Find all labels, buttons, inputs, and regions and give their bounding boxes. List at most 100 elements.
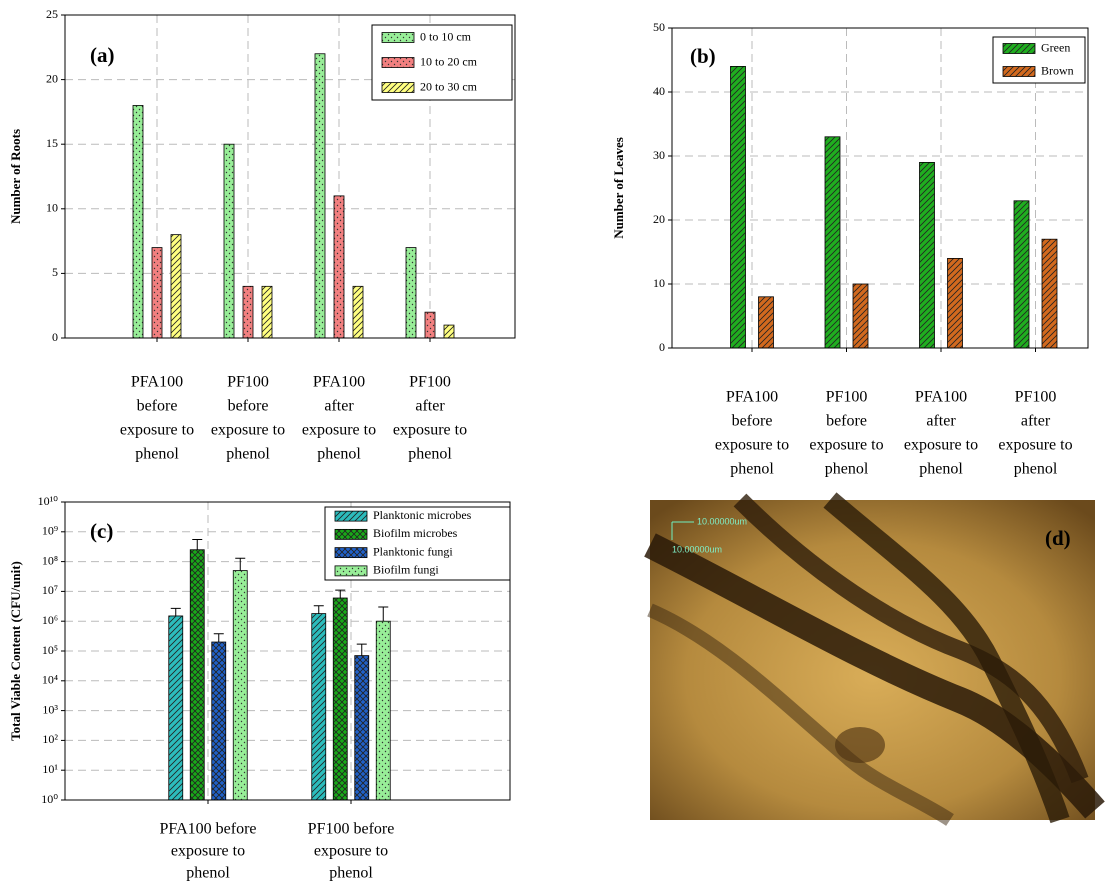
x-tick-label: PFA100 (915, 389, 967, 406)
scale-label: 10.00000um (697, 516, 747, 526)
panel-label: (c) (90, 519, 113, 543)
panel-label: (d) (1045, 526, 1071, 550)
legend-swatch (1003, 67, 1035, 77)
bar (853, 284, 868, 348)
x-tick-label: PFA100 (131, 374, 183, 391)
bar (243, 286, 253, 338)
x-tick-label: phenol (329, 865, 373, 882)
bar (152, 248, 162, 338)
legend-label: Brown (1041, 63, 1074, 77)
legend-label: Planktonic microbes (373, 508, 472, 522)
y-tick-label: 10 (46, 201, 58, 215)
x-tick-label: after (926, 413, 956, 430)
bar (406, 248, 416, 338)
x-tick-label: PF100 (826, 389, 868, 406)
bar (233, 571, 247, 800)
x-tick-label: exposure to (120, 422, 194, 439)
bar (190, 550, 204, 800)
bar (355, 656, 369, 800)
panel-label: (a) (90, 43, 115, 67)
error-bar (214, 634, 224, 642)
error-bar (314, 606, 324, 614)
x-tick-label: phenol (730, 461, 774, 478)
legend-swatch (1003, 44, 1035, 54)
bar (133, 105, 143, 338)
x-tick-label: PF100 before (308, 821, 395, 838)
bar (333, 598, 347, 800)
y-tick-label: 10³ (42, 702, 58, 716)
bar (312, 614, 326, 800)
y-tick-label: 10¹ (42, 762, 58, 776)
bar (425, 312, 435, 338)
x-tick-label: exposure to (171, 843, 245, 860)
y-tick-label: 15 (46, 136, 58, 150)
scale-label: 10.00000um (672, 544, 722, 554)
x-tick-label: phenol (919, 461, 963, 478)
legend-label: Biofilm microbes (373, 526, 458, 540)
y-tick-label: 10⁰ (41, 792, 58, 806)
y-tick-label: 5 (52, 265, 58, 279)
x-tick-label: before (732, 413, 773, 430)
legend-swatch (335, 511, 367, 521)
x-tick-label: phenol (186, 865, 230, 882)
y-axis-label: Number of Leaves (611, 137, 626, 239)
y-tick-label: 10² (42, 732, 58, 746)
x-tick-label: phenol (226, 446, 270, 463)
y-tick-label: 40 (653, 84, 665, 98)
error-bar (378, 607, 388, 621)
y-tick-label: 20 (653, 212, 665, 226)
y-tick-label: 20 (46, 71, 58, 85)
x-tick-label: phenol (1014, 461, 1058, 478)
x-tick-label: PFA100 (313, 374, 365, 391)
y-tick-label: 25 (46, 7, 58, 21)
x-tick-label: PFA100 (726, 389, 778, 406)
legend-swatch (335, 548, 367, 558)
x-tick-label: exposure to (998, 437, 1072, 454)
x-tick-label: phenol (317, 446, 361, 463)
x-tick-label: exposure to (715, 437, 789, 454)
y-tick-label: 10⁶ (42, 613, 58, 627)
debris (835, 727, 885, 763)
x-tick-label: phenol (825, 461, 869, 478)
bar (171, 235, 181, 338)
error-bar (171, 608, 181, 616)
bar (315, 54, 325, 338)
bar (169, 616, 183, 800)
figure: 10.00000um 10.00000um (d) 0 5 10 15 20 25 PFA1… (0, 0, 1105, 885)
y-axis-label: Total Viable Content (CFU/unit) (8, 561, 23, 741)
legend-label: 10 to 20 cm (420, 54, 478, 68)
legend-label: 20 to 30 cm (420, 79, 478, 93)
x-tick-label: before (137, 398, 178, 415)
y-tick-label: 10¹⁰ (38, 494, 59, 508)
x-tick-label: exposure to (809, 437, 883, 454)
y-tick-label: 10⁵ (42, 643, 58, 657)
bar (262, 286, 272, 338)
bar (353, 286, 363, 338)
legend-swatch (382, 83, 414, 93)
y-axis-label: Number of Roots (8, 129, 23, 224)
x-tick-label: after (1021, 413, 1051, 430)
bar (444, 325, 454, 338)
error-bar (357, 644, 367, 655)
error-bar (192, 540, 202, 550)
legend-label: Planktonic fungi (373, 544, 453, 558)
bar (212, 642, 226, 800)
legend-label: Green (1041, 40, 1070, 54)
x-tick-label: PFA100 before (159, 821, 256, 838)
y-tick-label: 30 (653, 148, 665, 162)
bar (920, 162, 935, 348)
x-tick-label: PF100 (1015, 389, 1057, 406)
bar (1042, 239, 1057, 348)
y-tick-label: 0 (659, 340, 665, 354)
x-tick-label: exposure to (314, 843, 388, 860)
bar (731, 66, 746, 348)
legend-swatch (335, 529, 367, 539)
x-tick-label: after (415, 398, 445, 415)
x-tick-label: PF100 (409, 374, 451, 391)
y-tick-label: 10⁸ (42, 553, 58, 567)
bar (334, 196, 344, 338)
panel-label: (b) (690, 44, 716, 68)
y-tick-label: 10⁷ (42, 583, 58, 597)
legend-swatch (382, 58, 414, 68)
bar (224, 144, 234, 338)
